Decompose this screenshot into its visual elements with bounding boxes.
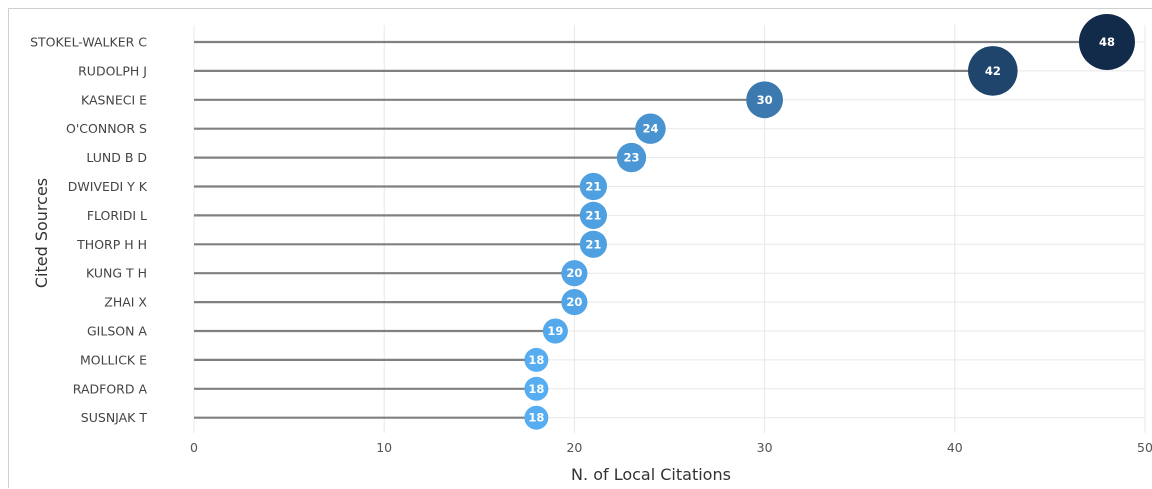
value-label: 21 (585, 237, 601, 251)
category-label: O'CONNOR S (66, 121, 147, 136)
lollipop-dot[interactable] (542, 318, 568, 344)
category-label: THORP H H (76, 237, 147, 252)
category-label: STOKEL-WALKER C (30, 35, 147, 50)
category-label: DWIVEDI Y K (68, 179, 148, 194)
value-label: 24 (642, 122, 658, 136)
value-label: 23 (623, 151, 639, 165)
chart-frame: STOKEL-WALKER C RUDOLPH J KASNECI E O'CONNO… (8, 8, 1152, 488)
lollipop-chart: STOKEL-WALKER C RUDOLPH J KASNECI E O'CONNO… (30, 14, 1152, 484)
category-label: MOLLICK E (80, 352, 147, 367)
value-label: 18 (528, 411, 544, 425)
x-tick-label: 10 (376, 440, 392, 455)
value-label: 30 (757, 93, 773, 107)
category-label: FLORIDI L (87, 208, 147, 223)
lollipop-dot[interactable] (968, 46, 1018, 96)
x-tick-labels: 0 10 20 30 40 50 (190, 440, 1152, 455)
x-tick-label: 50 (1137, 440, 1152, 455)
value-label: 42 (985, 64, 1001, 78)
lollipop-dot[interactable] (579, 230, 608, 258)
lollipop-dot[interactable] (579, 201, 608, 229)
x-tick-label: 0 (190, 440, 198, 455)
lollipop-dot[interactable] (561, 260, 588, 287)
lollipop-dot[interactable] (524, 405, 549, 430)
category-label: SUSNJAK T (81, 410, 148, 425)
value-label: 20 (566, 266, 582, 280)
lollipop-dot[interactable] (579, 172, 608, 201)
value-label: 18 (528, 353, 544, 367)
lollipop-dot[interactable] (524, 347, 549, 372)
category-label: LUND B D (86, 150, 147, 165)
y-axis-title: Cited Sources (32, 178, 51, 288)
category-label: KASNECI E (81, 92, 147, 107)
category-label: ZHAI X (104, 295, 147, 310)
value-label: 48 (1099, 35, 1115, 49)
lollipop-dot[interactable] (746, 81, 783, 119)
category-labels: STOKEL-WALKER C RUDOLPH J KASNECI E O'CONNO… (30, 35, 148, 426)
category-label: RUDOLPH J (78, 63, 147, 78)
category-label: KUNG T H (86, 266, 147, 281)
lollipop-dot[interactable] (561, 289, 588, 316)
dot-layer: 48 42 30 24 23 21 21 21 20 20 19 18 18 18 (524, 14, 1135, 430)
lollipop-dot[interactable] (635, 113, 666, 144)
value-label: 21 (585, 208, 601, 222)
category-label: GILSON A (87, 324, 147, 339)
x-tick-label: 30 (757, 440, 773, 455)
category-label: RADFORD A (73, 381, 148, 396)
value-label: 21 (585, 180, 601, 194)
lollipop-dot[interactable] (1078, 14, 1135, 70)
x-tick-label: 20 (566, 440, 582, 455)
stem-layer (194, 40, 1107, 419)
x-tick-label: 40 (947, 440, 963, 455)
value-label: 20 (566, 295, 582, 309)
x-axis-title: N. of Local Citations (571, 465, 731, 484)
value-label: 19 (547, 324, 563, 338)
value-label: 18 (528, 382, 544, 396)
lollipop-dot[interactable] (524, 376, 549, 401)
lollipop-dot[interactable] (616, 142, 647, 173)
